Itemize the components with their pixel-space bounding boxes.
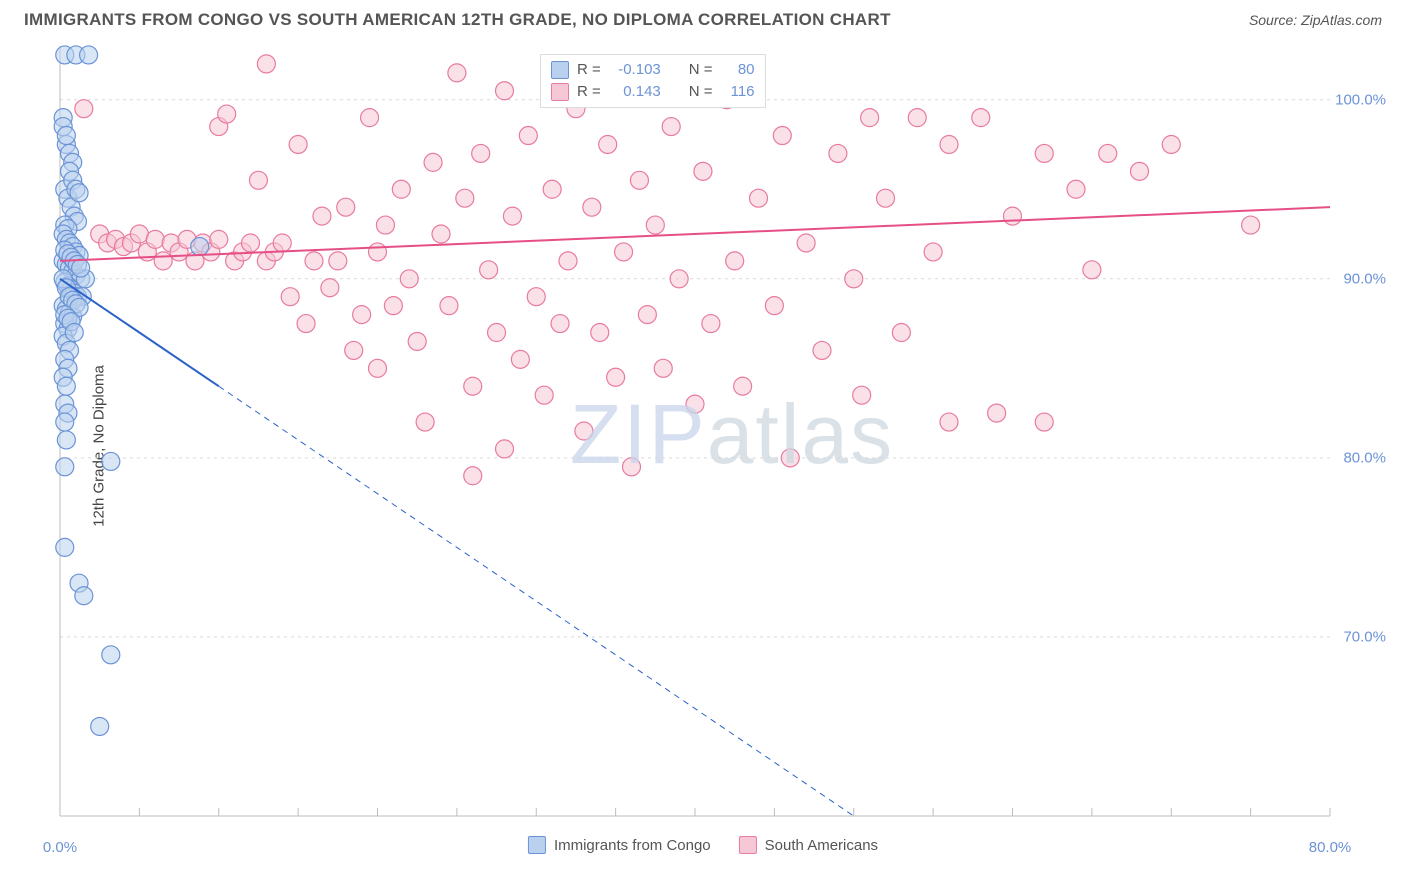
chart-area: 12th Grade, No Diploma ZIPatlas R = -0.1… [0, 36, 1406, 856]
y-tick-label: 100.0% [1335, 91, 1386, 108]
chart-title: IMMIGRANTS FROM CONGO VS SOUTH AMERICAN … [24, 10, 891, 30]
y-tick-label: 80.0% [1343, 449, 1386, 466]
legend-swatch-south-american-icon [739, 836, 757, 854]
legend-swatch-congo [551, 61, 569, 79]
x-tick-label: 0.0% [43, 839, 77, 856]
legend-swatch-congo-icon [528, 836, 546, 854]
legend-item-south-american: South Americans [739, 836, 878, 854]
scatter-chart-svg [0, 36, 1406, 856]
legend-item-congo: Immigrants from Congo [528, 836, 711, 854]
legend-row-south-american: R = 0.143 N = 116 [551, 81, 755, 103]
legend-row-congo: R = -0.103 N = 80 [551, 59, 755, 81]
correlation-legend: R = -0.103 N = 80 R = 0.143 N = 116 [540, 54, 766, 108]
legend-swatch-south-american [551, 83, 569, 101]
y-tick-label: 90.0% [1343, 270, 1386, 287]
x-tick-label: 80.0% [1309, 839, 1352, 856]
series-legend: Immigrants from Congo South Americans [528, 836, 878, 854]
y-tick-label: 70.0% [1343, 628, 1386, 645]
source-attribution: Source: ZipAtlas.com [1249, 12, 1382, 28]
